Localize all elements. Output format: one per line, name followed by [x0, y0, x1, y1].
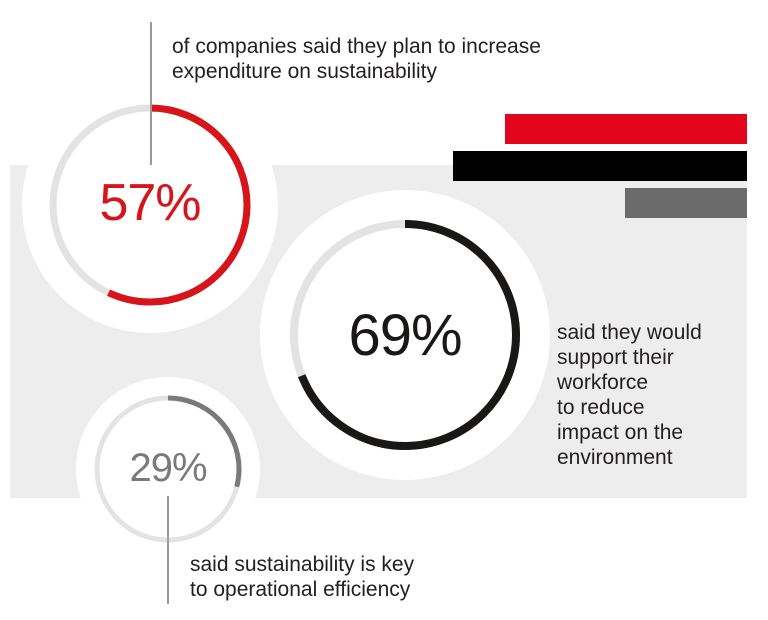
- ring-69: [260, 190, 550, 480]
- ring-arc-29: [94, 395, 242, 543]
- caption-29-line-2: to operational efficiency: [190, 578, 411, 601]
- caption-69: said they would support their workforce …: [557, 320, 702, 470]
- decorative-bar-black: [453, 151, 747, 181]
- caption-57: of companies said they plan to increase …: [172, 34, 541, 84]
- caption-29-line-1: said sustainability is key: [190, 553, 415, 576]
- caption-57-line-2: expenditure on sustainability: [172, 60, 438, 83]
- caption-69-line-4: to reduce: [557, 396, 645, 419]
- ring-arc-69: [290, 220, 520, 450]
- caption-57-line-1: of companies said they plan to increase: [172, 35, 541, 58]
- stat-value-57: 57%: [99, 174, 201, 232]
- connector-line-top: [150, 22, 152, 165]
- stat-value-69: 69%: [348, 303, 462, 368]
- caption-69-line-1: said they would: [557, 321, 702, 344]
- decorative-bar-grey: [625, 188, 747, 218]
- ring-29: [76, 377, 260, 561]
- ring-57: [22, 77, 278, 333]
- decorative-bar-red: [505, 114, 747, 144]
- caption-69-line-5: impact on the: [557, 421, 684, 444]
- caption-29: said sustainability is key to operationa…: [190, 552, 414, 602]
- caption-69-line-6: environment: [557, 446, 673, 469]
- caption-69-line-2: support their: [557, 346, 674, 369]
- stat-value-29: 29%: [129, 446, 207, 490]
- connector-line-bottom: [167, 496, 169, 604]
- caption-69-line-3: workforce: [557, 371, 649, 394]
